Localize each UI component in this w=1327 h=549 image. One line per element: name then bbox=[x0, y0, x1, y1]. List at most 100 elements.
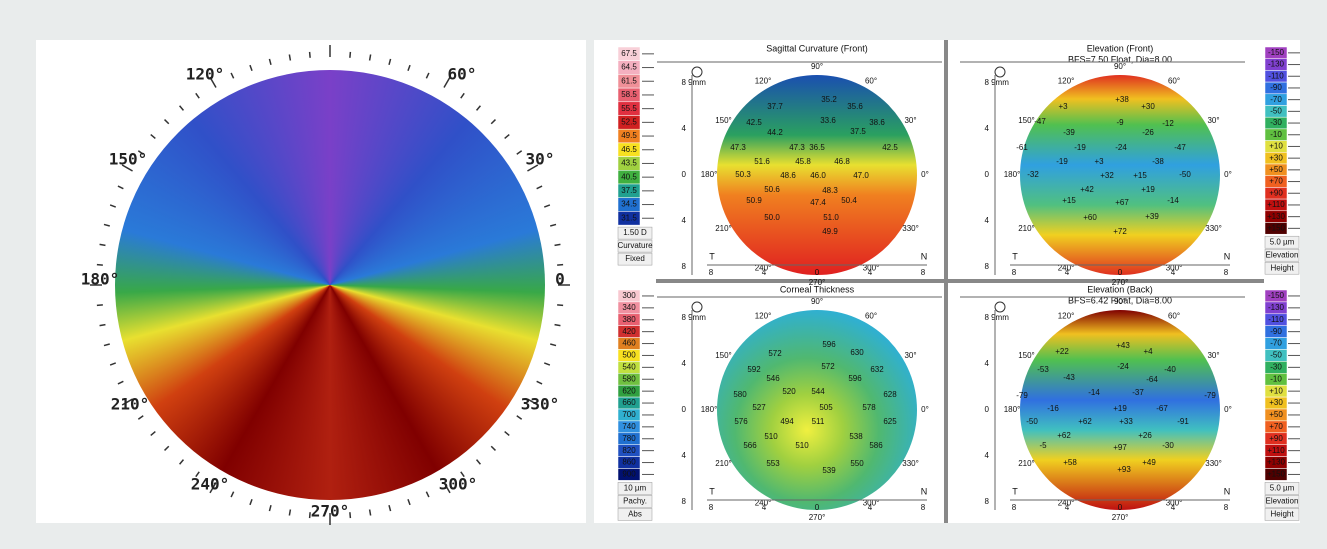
map-value: 576 bbox=[734, 417, 748, 426]
scale-label: +150 bbox=[1267, 470, 1286, 479]
map-value: 50.0 bbox=[764, 213, 780, 222]
angle-label: 270° bbox=[311, 502, 350, 521]
angle-label: 0 bbox=[555, 270, 565, 289]
map-value: +19 bbox=[1113, 404, 1127, 413]
angle-label: 330° bbox=[1205, 459, 1222, 468]
map-value: 47.4 bbox=[810, 198, 826, 207]
side-label: T bbox=[709, 486, 715, 496]
scale-caption: Height bbox=[1270, 510, 1294, 519]
tick bbox=[151, 432, 156, 436]
side-label: N bbox=[921, 251, 928, 261]
x-tick-label: 4 bbox=[868, 268, 873, 277]
map-value: +15 bbox=[1062, 196, 1076, 205]
map-value: 51.0 bbox=[823, 213, 839, 222]
map-value: 511 bbox=[812, 417, 825, 426]
tick bbox=[269, 505, 271, 511]
map-value: +19 bbox=[1141, 185, 1155, 194]
x-tick-label: 4 bbox=[868, 503, 873, 512]
map-value: +3 bbox=[1094, 157, 1104, 166]
tick bbox=[104, 224, 110, 226]
map-value: -38 bbox=[1152, 157, 1164, 166]
scale-caption: Pachy. bbox=[623, 497, 647, 506]
map-value: -67 bbox=[1156, 404, 1168, 413]
map-value: -32 bbox=[1027, 170, 1039, 179]
scale-label: +110 bbox=[1267, 446, 1285, 455]
x-tick-label: 8 bbox=[1224, 503, 1229, 512]
y-tick-label: 0 bbox=[985, 405, 990, 414]
map-value: 35.2 bbox=[821, 95, 837, 104]
scale-label: 37.5 bbox=[621, 186, 637, 195]
angle-label: 120° bbox=[186, 65, 225, 84]
angle-label: 240° bbox=[191, 475, 230, 494]
tick bbox=[250, 499, 252, 505]
map-value: 50.4 bbox=[841, 196, 857, 205]
tick bbox=[138, 416, 143, 419]
map-value: +93 bbox=[1117, 465, 1131, 474]
x-tick-label: 0 bbox=[1118, 503, 1123, 512]
scale-label: -70 bbox=[1270, 339, 1282, 348]
map-value: 578 bbox=[862, 403, 876, 412]
x-tick-label: 8 bbox=[709, 268, 714, 277]
scale-caption: Abs bbox=[628, 510, 642, 519]
map-value: +3 bbox=[1058, 102, 1068, 111]
tick bbox=[231, 73, 234, 78]
scale-caption: Height bbox=[1270, 263, 1294, 272]
map-value: 510 bbox=[795, 441, 809, 450]
map-value: +42 bbox=[1080, 185, 1094, 194]
tick bbox=[517, 416, 522, 419]
angle-label: 180° bbox=[1004, 170, 1021, 179]
scale-label: 61.5 bbox=[621, 76, 637, 85]
scale-label: +130 bbox=[1267, 212, 1286, 221]
tick bbox=[350, 52, 351, 58]
zoom-icon bbox=[692, 302, 702, 312]
map-value: 37.7 bbox=[767, 102, 783, 111]
map-value: -24 bbox=[1115, 143, 1127, 152]
map-value: 33.6 bbox=[820, 116, 836, 125]
scale-caption: Fixed bbox=[625, 254, 645, 263]
tick bbox=[269, 59, 271, 65]
map-value: -14 bbox=[1167, 196, 1179, 205]
tick bbox=[151, 135, 156, 139]
tick bbox=[180, 106, 184, 111]
angle-label: 120° bbox=[755, 77, 772, 86]
map-value: -79 bbox=[1204, 391, 1216, 400]
panel-title: Elevation (Back) bbox=[1087, 284, 1153, 294]
scale-caption: Elevation bbox=[1266, 497, 1299, 506]
map-value: 625 bbox=[883, 417, 897, 426]
map-value: 538 bbox=[849, 432, 863, 441]
angle-label: 0° bbox=[1224, 170, 1232, 179]
map-value: 596 bbox=[848, 374, 862, 383]
angle-label: 90° bbox=[811, 297, 823, 306]
scale-label: +50 bbox=[1269, 165, 1283, 174]
scale-label: +90 bbox=[1269, 188, 1283, 197]
map-value: +39 bbox=[1145, 212, 1159, 221]
tick bbox=[544, 205, 550, 207]
side-label: T bbox=[1012, 251, 1018, 261]
angle-label: 180° bbox=[1004, 405, 1021, 414]
map-value: 505 bbox=[819, 403, 833, 412]
angle-label: 90° bbox=[1114, 297, 1126, 306]
scale-label: -10 bbox=[1270, 130, 1282, 139]
map-value: +58 bbox=[1063, 458, 1077, 467]
x-tick-label: 8 bbox=[1012, 503, 1017, 512]
scale-label: -70 bbox=[1270, 95, 1282, 104]
scale-label: 780 bbox=[622, 434, 636, 443]
x-tick-label: 0 bbox=[1118, 268, 1123, 277]
y-tick-label: 4 bbox=[985, 124, 990, 133]
angle-label: 150° bbox=[1018, 116, 1035, 125]
scale-label: +70 bbox=[1269, 422, 1283, 431]
scale-label: +50 bbox=[1269, 410, 1283, 419]
tick bbox=[310, 52, 311, 58]
map-disc bbox=[717, 310, 917, 510]
tick bbox=[557, 305, 563, 306]
map-value: 42.5 bbox=[882, 143, 898, 152]
map-value: 48.6 bbox=[780, 171, 796, 180]
scale-label: 820 bbox=[622, 446, 636, 455]
tick bbox=[550, 344, 556, 346]
map-value: 45.8 bbox=[795, 157, 811, 166]
y-tick-label: 8 bbox=[985, 262, 990, 271]
map-value: 586 bbox=[869, 441, 883, 450]
tick bbox=[350, 512, 351, 518]
x-tick-label: 8 bbox=[709, 503, 714, 512]
tick bbox=[165, 120, 169, 124]
